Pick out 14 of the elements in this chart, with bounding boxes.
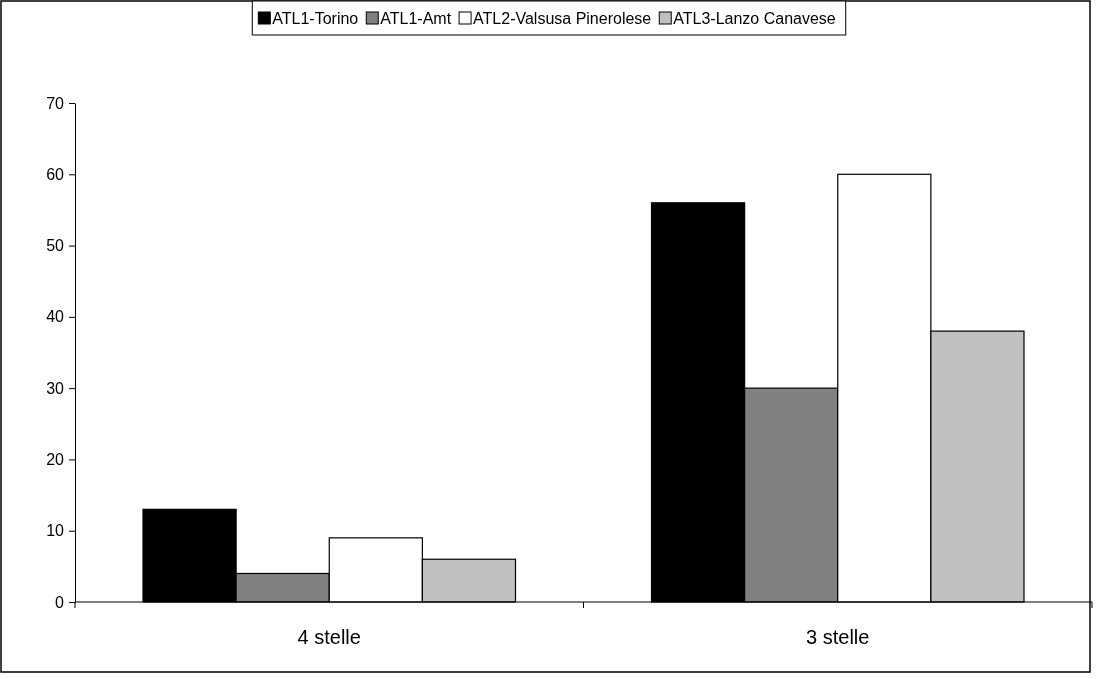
- y-tick-label: 50: [46, 237, 65, 255]
- legend-label: ATL1-Amt: [380, 10, 452, 27]
- y-tick-label: 30: [46, 379, 65, 397]
- legend-label: ATL2-Valsusa Pinerolese: [473, 10, 652, 27]
- y-tick-label: 70: [46, 94, 65, 112]
- y-tick-label: 0: [55, 593, 65, 611]
- y-tick-label: 20: [46, 451, 65, 469]
- y-tick-label: 40: [46, 308, 65, 326]
- legend-label: ATL3-Lanzo Canavese: [673, 10, 836, 27]
- y-tick-label: 60: [46, 165, 65, 183]
- x-tick-label: 4 stelle: [297, 626, 361, 648]
- y-tick-label: 10: [46, 522, 65, 540]
- x-tick-label: 3 stelle: [806, 626, 870, 648]
- legend-label: ATL1-Torino: [272, 10, 359, 27]
